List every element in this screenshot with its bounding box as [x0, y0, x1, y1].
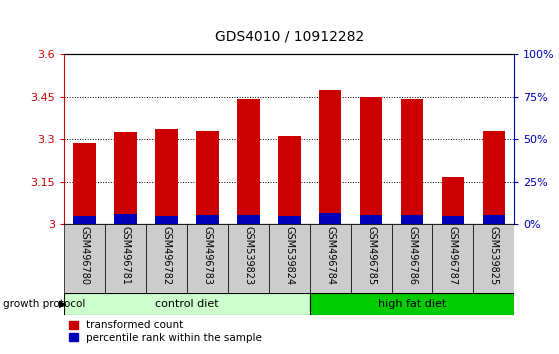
Bar: [228, 224, 269, 293]
Bar: [401, 215, 423, 224]
Bar: [442, 216, 464, 224]
Bar: [64, 293, 310, 315]
Bar: [360, 97, 382, 224]
Bar: [442, 177, 464, 224]
Bar: [64, 224, 105, 293]
Text: GSM496786: GSM496786: [407, 226, 417, 285]
Bar: [319, 213, 342, 224]
Bar: [187, 224, 228, 293]
Text: GSM496785: GSM496785: [366, 226, 376, 285]
Text: GSM496784: GSM496784: [325, 226, 335, 285]
Bar: [196, 215, 219, 224]
Bar: [115, 214, 137, 224]
Bar: [73, 216, 96, 224]
Text: GSM539823: GSM539823: [243, 226, 253, 285]
Bar: [433, 224, 473, 293]
Bar: [482, 215, 505, 224]
Bar: [155, 216, 178, 224]
Legend: transformed count, percentile rank within the sample: transformed count, percentile rank withi…: [69, 320, 262, 343]
Text: GSM539824: GSM539824: [285, 226, 294, 285]
Bar: [391, 224, 433, 293]
Bar: [269, 224, 310, 293]
Text: GSM539825: GSM539825: [489, 226, 499, 285]
Bar: [278, 136, 301, 224]
Bar: [482, 131, 505, 224]
Bar: [237, 215, 259, 224]
Text: GSM496782: GSM496782: [162, 226, 172, 285]
Bar: [237, 99, 259, 224]
Bar: [196, 131, 219, 224]
Bar: [350, 224, 391, 293]
Bar: [310, 293, 514, 315]
Text: GSM496787: GSM496787: [448, 226, 458, 285]
Bar: [155, 129, 178, 224]
Bar: [73, 143, 96, 224]
Text: growth protocol: growth protocol: [3, 299, 85, 309]
Text: control diet: control diet: [155, 299, 219, 309]
Bar: [360, 215, 382, 224]
Bar: [473, 224, 514, 293]
Text: GDS4010 / 10912282: GDS4010 / 10912282: [215, 29, 364, 44]
Text: GSM496783: GSM496783: [202, 226, 212, 285]
Bar: [278, 216, 301, 224]
Bar: [105, 224, 146, 293]
Text: GSM496781: GSM496781: [121, 226, 131, 285]
Bar: [146, 224, 187, 293]
Bar: [310, 224, 350, 293]
Bar: [115, 132, 137, 224]
Text: ▶: ▶: [59, 299, 66, 309]
Bar: [401, 99, 423, 224]
Text: high fat diet: high fat diet: [378, 299, 446, 309]
Text: GSM496780: GSM496780: [80, 226, 90, 285]
Bar: [319, 90, 342, 224]
